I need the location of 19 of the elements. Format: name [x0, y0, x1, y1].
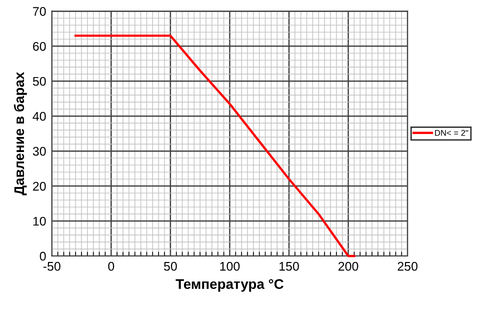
x-tick-label: 100: [220, 262, 240, 271]
y-axis-title: Давление в барах: [14, 72, 27, 196]
x-tick-label: 0: [108, 262, 114, 271]
y-tick-label: 20: [33, 182, 46, 191]
y-tick-label: 10: [33, 216, 46, 226]
x-tick-label: 150: [280, 262, 299, 271]
y-tick-label: 60: [33, 42, 46, 51]
x-tick-label: -50: [43, 262, 60, 271]
y-tick-label: 70: [33, 7, 46, 16]
y-tick-label: 0: [40, 252, 46, 261]
y-tick-label: 50: [32, 76, 46, 86]
legend-label: DN< = 2": [435, 130, 468, 136]
y-tick-label: 30: [32, 146, 46, 156]
x-tick-label: 200: [338, 262, 358, 271]
x-tick-label: 250: [398, 262, 418, 271]
y-tick-label: 40: [32, 112, 46, 121]
x-tick-label: 50: [164, 262, 177, 271]
x-axis-title: Температура °C: [176, 279, 284, 292]
line-series: [74, 34, 356, 258]
